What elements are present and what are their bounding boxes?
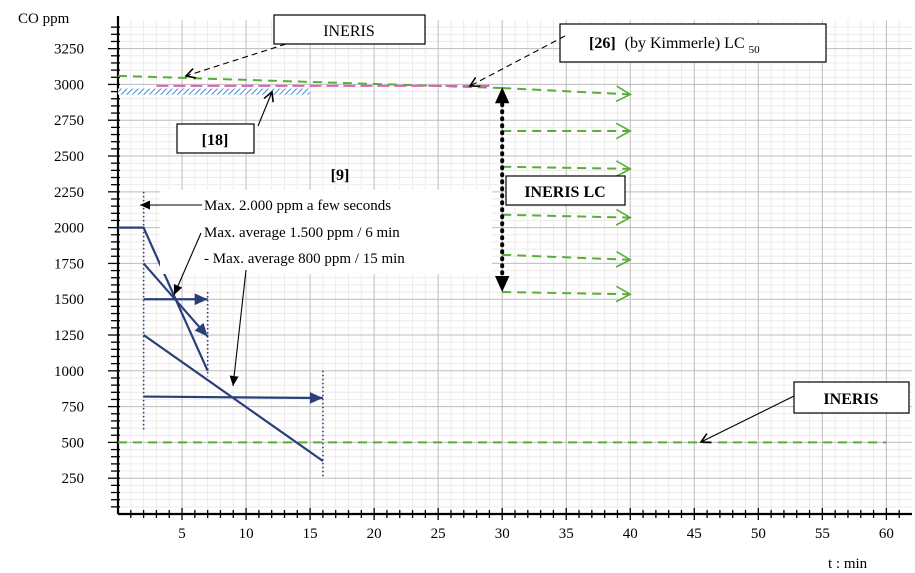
x-tick-label: 25 [431,526,446,542]
ref26-desc: (by Kimmerle) LC [625,35,745,52]
y-tick-label: 250 [62,471,85,487]
note2-pointer [173,232,202,296]
x-tick-label: 60 [879,526,894,542]
ineris-bottom-pointer [700,395,795,443]
y-tick-label: 2750 [54,113,84,129]
green-dashed-line [502,253,631,261]
green-dashed-line [502,87,631,96]
ineris-lc-range-arrowhead-top [494,87,510,104]
ineris-top-box [273,14,426,45]
ref26-subscript: 50 [749,44,761,56]
green-arrowhead [615,250,632,268]
y-tick-label: 2000 [54,221,84,237]
note3-pointer [232,269,247,387]
note3-pointer-head [229,375,239,386]
x-axis-title: t : min [828,556,868,572]
green-dashed-line [502,213,631,219]
y-tick-label: 3000 [54,77,84,93]
notes-background [160,190,492,274]
note2-pointer-head [173,284,183,295]
y-tick-label: 1250 [54,328,84,344]
green-arrowhead [615,208,632,226]
y-axis-title: CO ppm [18,11,70,27]
navy-arrowhead [309,392,323,404]
x-tick-label: 5 [178,526,186,542]
y-tick-label: 2500 [54,149,84,165]
note-max-2000: Max. 2.000 ppm a few seconds [204,198,391,214]
green-arrowhead [615,160,632,178]
x-tick-label: 30 [495,526,510,542]
ref18-box [176,123,255,154]
y-tick-label: 1000 [54,364,84,380]
green-dashed-line [502,165,631,170]
ref26-box [559,23,827,63]
y-tick-label: 3250 [54,42,84,58]
x-tick-label: 45 [687,526,702,542]
ref26-bracket: [26] [589,35,616,52]
green-arrowhead [615,285,632,303]
ref18-pointer [257,91,273,127]
ineris-lc-box [505,175,626,206]
green-arrowhead [615,85,632,103]
annotations: CO ppm t : min INERIS [26] (by Kimmerle)… [18,11,910,572]
ref18-pointer-head [263,90,274,103]
ref9-label: [9] [331,167,350,184]
x-tick-label: 10 [239,526,254,542]
note1-pointer-head [140,200,150,210]
ineris-lc-label: INERIS LC [524,184,605,201]
ineris-bottom-box [793,381,910,414]
series [117,74,887,479]
x-tick-label: 35 [559,526,574,542]
green-arrowhead [615,122,632,140]
navy-arrowhead [194,293,208,306]
navy-line [118,226,209,372]
y-tick-label: 1750 [54,256,84,272]
axes: 5 10 15 20 25 30 35 40 45 50 55 60 250 500 750 1000 1250… [54,16,912,542]
ref18-label: [18] [202,132,229,149]
green-dashed-line [502,291,631,296]
ineris-top-label: INERIS [323,23,375,40]
pointers [140,35,795,444]
navy-line [143,395,323,400]
ineris-bottom-pointer-head [699,433,712,444]
note-max-average-1500: Max. average 1.500 ppm / 6 min [204,225,400,241]
ineris-top-pointer-head [184,67,197,79]
ref26-pointer [469,35,566,87]
y-tick-label: 1500 [54,292,84,308]
x-tick-label: 55 [815,526,830,542]
x-tick-label: 50 [751,526,766,542]
y-tick-label: 500 [62,435,85,451]
y-tick-label: 750 [62,400,85,416]
y-tick-label: 2250 [54,185,84,201]
x-tick-label: 40 [623,526,638,542]
note-max-average-800: - Max. average 800 ppm / 15 min [204,251,405,267]
ineris-lc-range-arrowhead-bottom [494,276,510,293]
ineris-top-pointer [185,43,287,77]
x-tick-label: 15 [303,526,318,542]
navy-arrowhead [194,322,208,337]
ref26-pointer-head [468,76,481,87]
blue-hatched-band [118,88,311,95]
ref26-label: [26] (by Kimmerle) LC 50 [589,35,760,56]
ineris-bottom-label: INERIS [823,391,878,408]
x-tick-label: 20 [367,526,382,542]
